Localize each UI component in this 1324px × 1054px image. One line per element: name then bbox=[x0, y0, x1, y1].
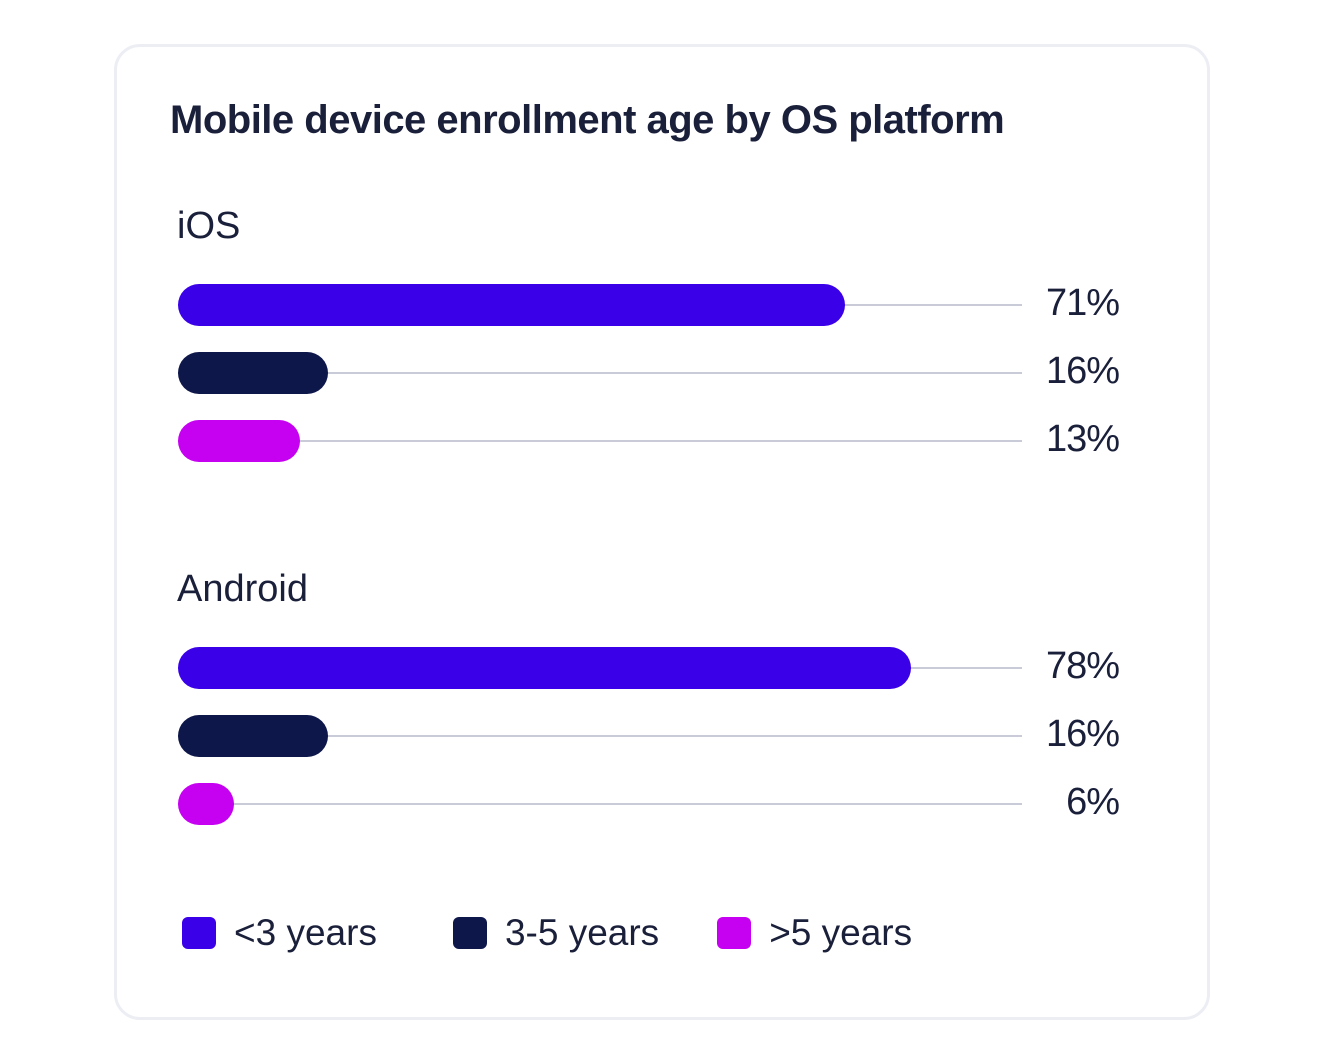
chart-card bbox=[114, 44, 1210, 1020]
data-label: 78% bbox=[1045, 645, 1120, 687]
bar-ios-2 bbox=[178, 420, 301, 462]
bar-track bbox=[178, 372, 1022, 374]
bar-track bbox=[178, 440, 1022, 442]
data-label: 71% bbox=[1045, 282, 1120, 324]
data-label: 16% bbox=[1045, 350, 1120, 392]
data-label: 16% bbox=[1045, 713, 1120, 755]
chart-title: Mobile device enrollment age by OS platf… bbox=[170, 98, 1005, 142]
group-label-ios: iOS bbox=[177, 205, 241, 247]
bar-track bbox=[178, 803, 1022, 805]
bar-android-2 bbox=[178, 783, 235, 825]
bar-android-0 bbox=[178, 647, 912, 689]
legend-swatch bbox=[452, 917, 487, 949]
legend-item: <3 years bbox=[182, 912, 377, 954]
bar-android-1 bbox=[178, 715, 329, 757]
legend-label: <3 years bbox=[234, 912, 377, 953]
bar-ios-0 bbox=[178, 284, 846, 326]
legend-swatch bbox=[717, 917, 752, 949]
legend-label: >5 years bbox=[769, 912, 913, 953]
legend-item: 3-5 years bbox=[452, 912, 660, 954]
bar-track bbox=[178, 735, 1022, 737]
chart-legend: <3 years 3-5 years >5 years bbox=[182, 912, 912, 954]
data-label: 6% bbox=[1066, 781, 1120, 823]
legend-label: 3-5 years bbox=[504, 912, 660, 953]
group-label-android: Android bbox=[177, 568, 308, 610]
legend-item: >5 years bbox=[717, 912, 912, 954]
bar-ios-1 bbox=[178, 352, 329, 394]
data-label: 13% bbox=[1045, 418, 1120, 460]
legend-swatch bbox=[182, 917, 216, 949]
